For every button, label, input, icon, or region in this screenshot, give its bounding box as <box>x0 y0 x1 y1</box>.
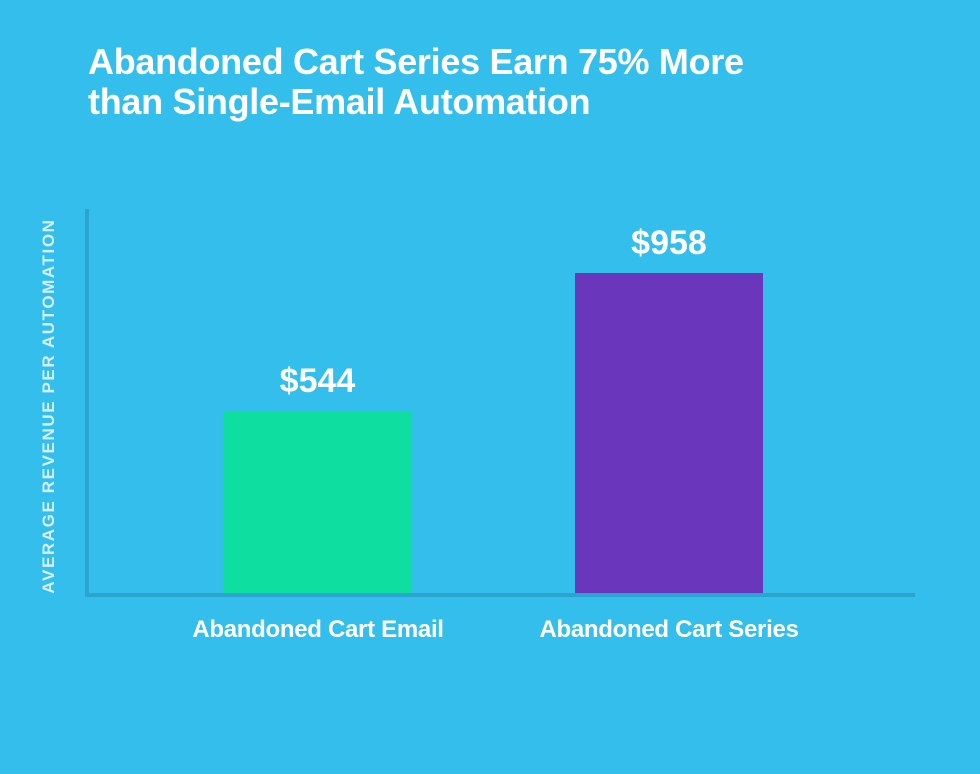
bar-value-label-abandoned-cart-series: $958 <box>631 224 707 262</box>
chart-title: Abandoned Cart Series Earn 75% More than… <box>88 42 744 122</box>
bar-abandoned-cart-email <box>223 411 412 593</box>
y-axis-title: AVERAGE REVENUE PER AUTOMATION <box>39 218 58 594</box>
bar-value-label-abandoned-cart-email: $544 <box>279 362 356 400</box>
x-axis-line <box>85 593 915 597</box>
y-axis-line <box>85 209 89 597</box>
bar-abandoned-cart-series <box>575 273 763 593</box>
x-axis-label-abandoned-cart-series: Abandoned Cart Series <box>539 616 799 643</box>
x-axis-label-abandoned-cart-email: Abandoned Cart Email <box>192 616 444 643</box>
plot-area: $544 $958 <box>89 209 915 593</box>
bar-group-abandoned-cart-series: $958 <box>575 226 763 593</box>
chart-title-line-1: Abandoned Cart Series Earn 75% More <box>88 41 744 82</box>
bar-group-abandoned-cart-email: $544 <box>223 364 412 593</box>
chart-title-line-2: than Single-Email Automation <box>88 81 591 122</box>
